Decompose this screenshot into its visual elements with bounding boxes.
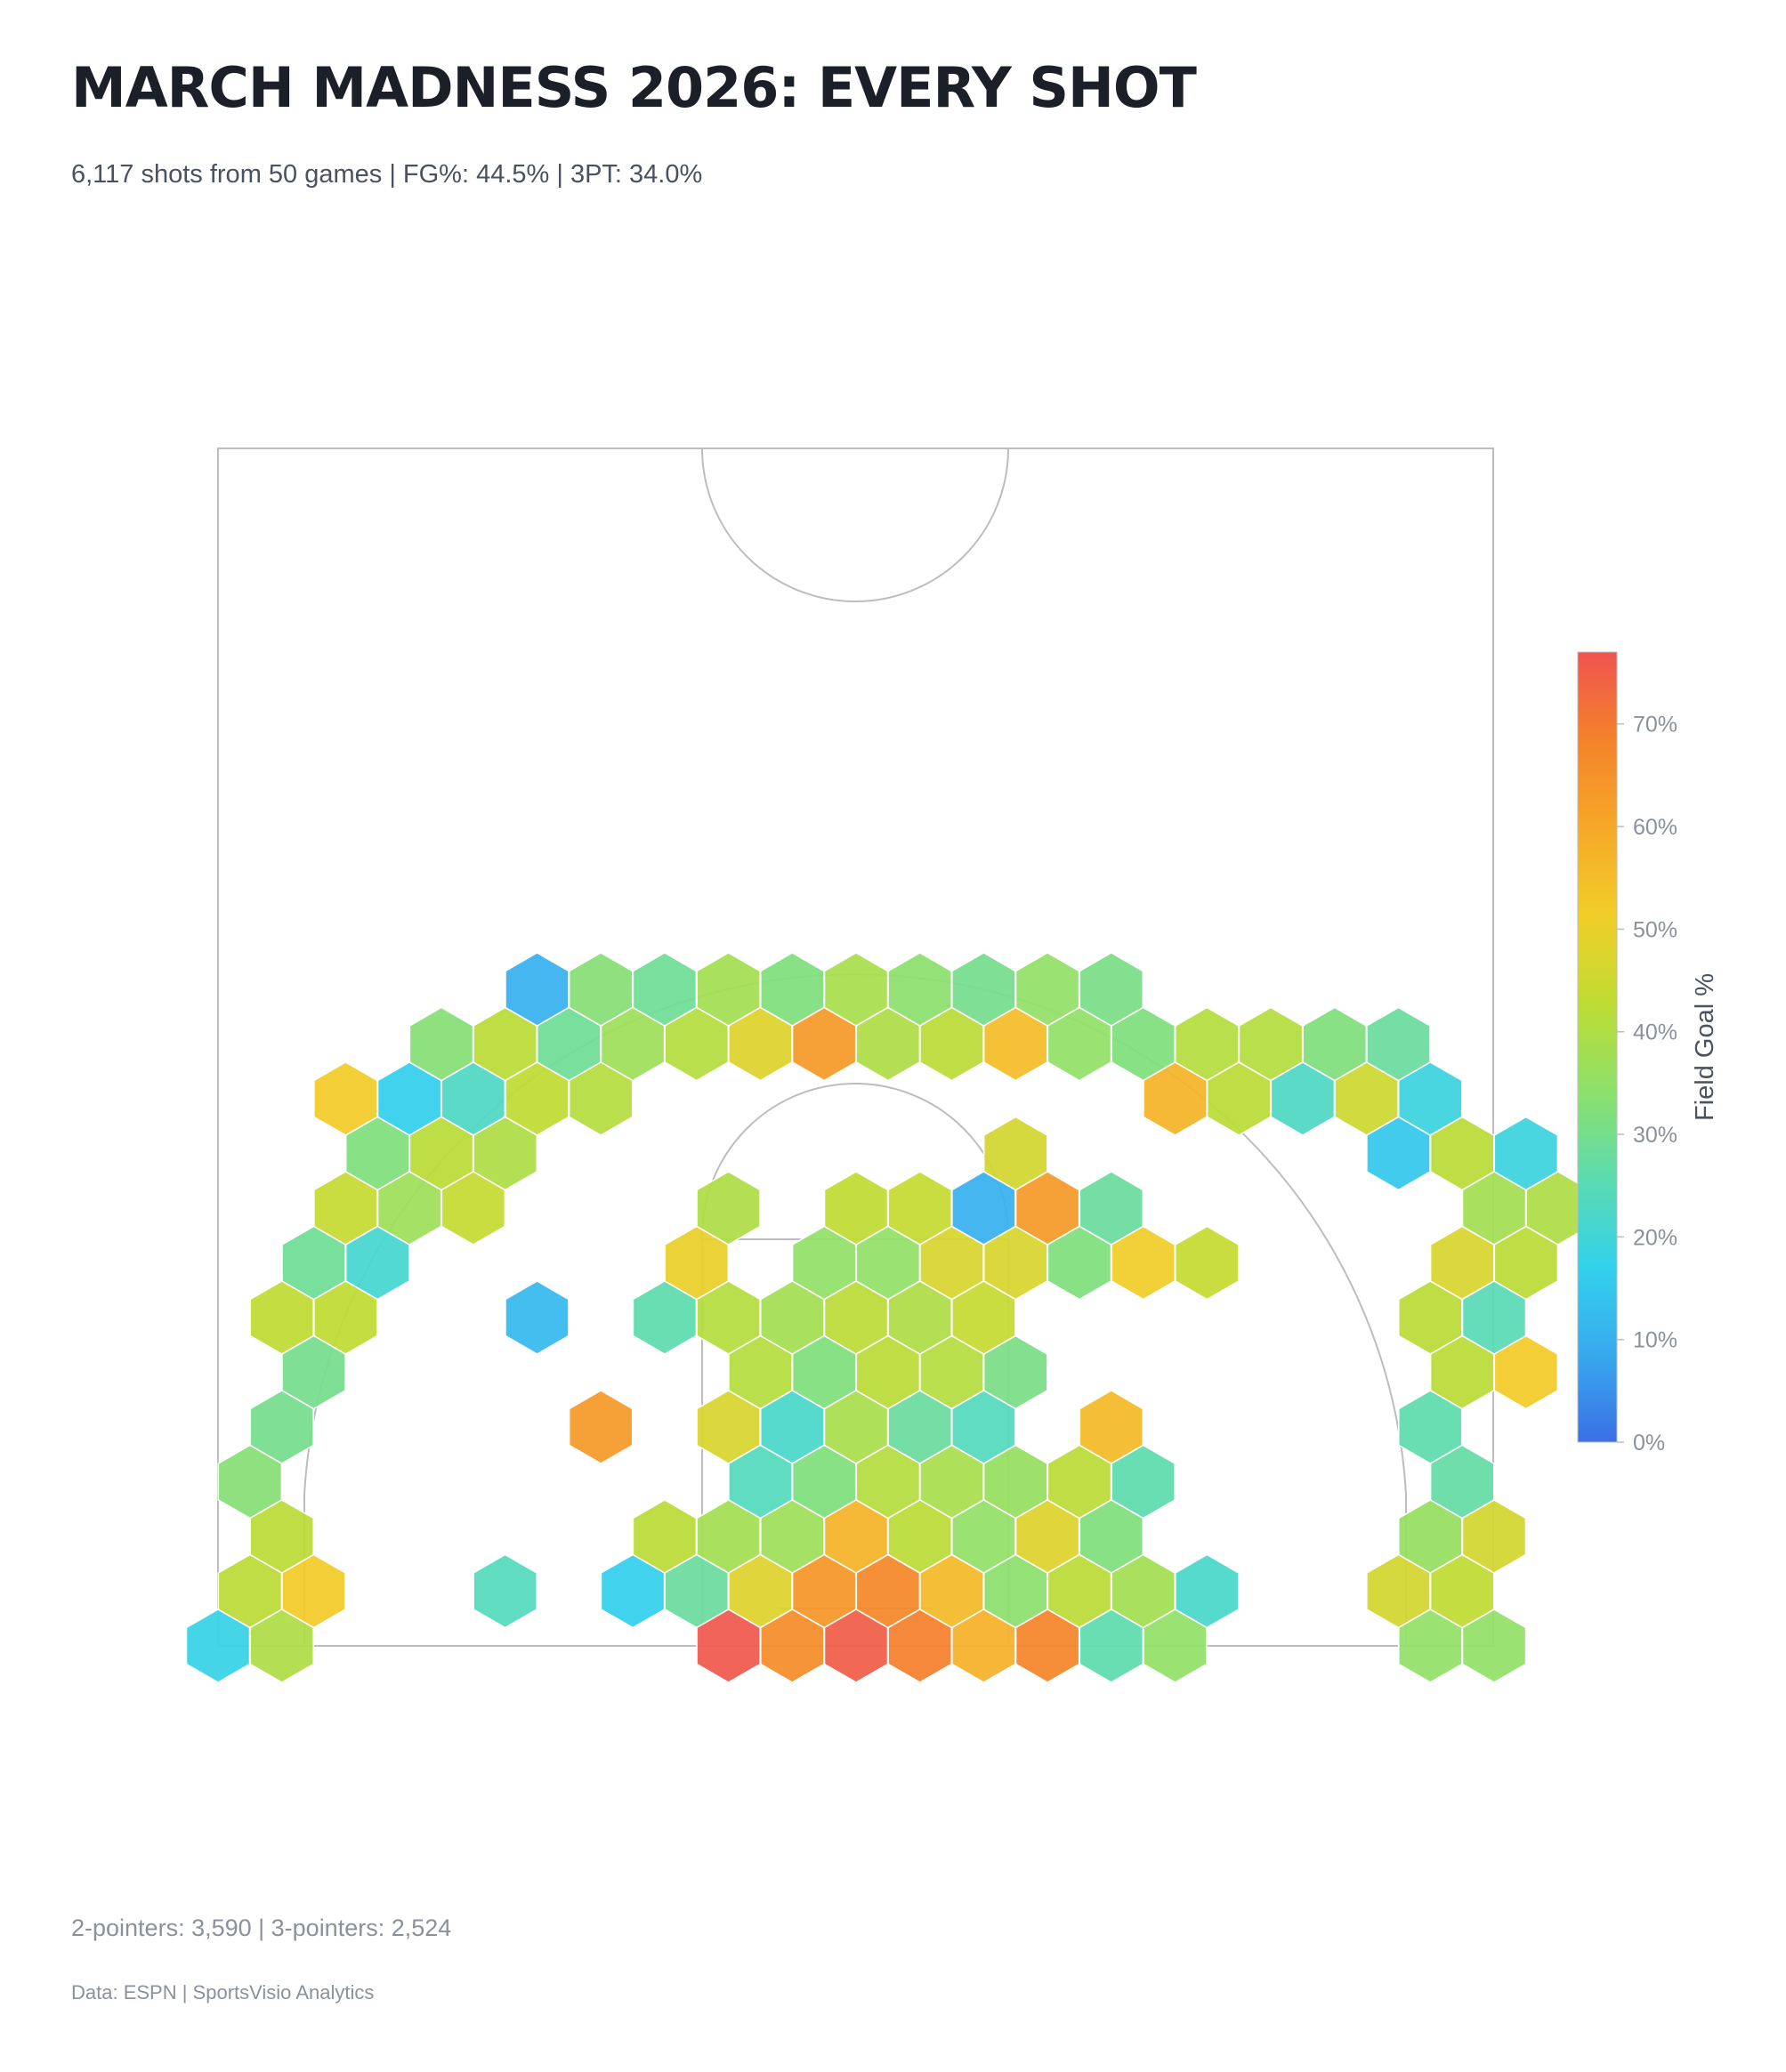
chart-title: MARCH MADNESS 2026: EVERY SHOT xyxy=(71,55,1197,120)
colorbar-tick-label: 40% xyxy=(1633,1020,1677,1045)
data-source: Data: ESPN | SportsVisio Analytics xyxy=(71,1981,375,2003)
colorbar-tick-label: 20% xyxy=(1633,1225,1677,1250)
chart-subtitle: 6,117 shots from 50 games | FG%: 44.5% |… xyxy=(71,160,703,189)
colorbar-gradient xyxy=(1577,651,1618,1443)
hexbin-cell xyxy=(505,1280,570,1355)
colorbar-title: Field Goal % xyxy=(1691,973,1719,1121)
hexbin-layer xyxy=(185,952,1590,1683)
hexbin-cell xyxy=(568,1390,634,1464)
colorbar: 0% 10% 20% 30% 40% 50% 60% 70% Field Goal % xyxy=(1577,651,1719,1455)
hexbin-cell xyxy=(1079,952,1144,1027)
hexbin-cell xyxy=(1366,1006,1431,1082)
hexbin-cell xyxy=(1079,1390,1144,1464)
colorbar-tick-label: 70% xyxy=(1633,713,1677,738)
hexbin-cell xyxy=(1079,1171,1144,1246)
colorbar-tick-label: 0% xyxy=(1633,1431,1665,1455)
colorbar-tick-label: 30% xyxy=(1633,1123,1677,1148)
hexbin-cell xyxy=(696,1171,761,1246)
colorbar-tick-label: 10% xyxy=(1633,1328,1677,1353)
shot-type-counts: 2-pointers: 3,590 | 3-pointers: 2,524 xyxy=(71,1915,452,1941)
hexbin-cell xyxy=(982,1116,1048,1191)
colorbar-tick-label: 50% xyxy=(1633,917,1677,942)
colorbar-tick-label: 60% xyxy=(1633,815,1677,840)
hexbin-cell xyxy=(1175,1553,1240,1629)
center-circle xyxy=(701,447,1009,602)
hexbin-cell xyxy=(1493,1116,1559,1191)
hexbin-cell xyxy=(473,1553,537,1629)
colorbar-ticks: 0% 10% 20% 30% 40% 50% 60% 70% xyxy=(1617,713,1677,1455)
hexbin-cell xyxy=(1175,1225,1240,1301)
